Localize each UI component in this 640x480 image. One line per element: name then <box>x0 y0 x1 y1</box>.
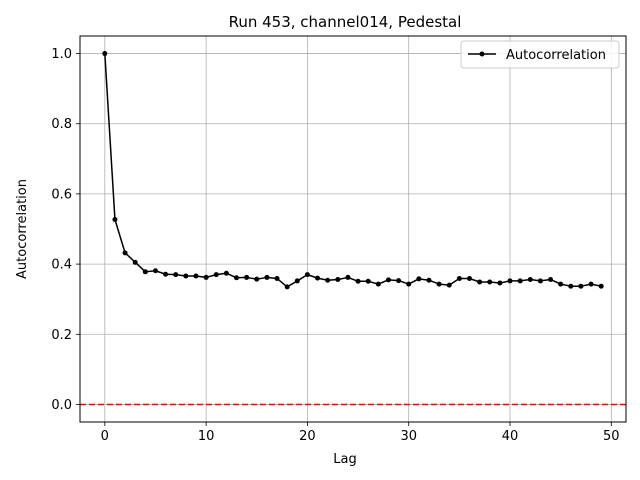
x-tick-label: 50 <box>603 429 620 444</box>
data-point <box>355 278 361 284</box>
data-point <box>385 277 391 283</box>
data-point <box>466 275 472 281</box>
data-point <box>578 283 584 289</box>
data-point <box>203 274 209 280</box>
x-tick-label: 40 <box>502 429 519 444</box>
data-point <box>487 279 493 285</box>
x-ticks: 0 10 20 30 40 50 <box>101 422 620 444</box>
data-point <box>588 281 594 287</box>
data-point <box>537 278 543 284</box>
series-line <box>104 53 602 288</box>
data-point <box>406 281 412 287</box>
data-point <box>548 277 554 283</box>
y-tick-label: 0.0 <box>51 398 72 413</box>
data-point <box>294 278 300 284</box>
data-point <box>527 277 533 283</box>
data-point <box>304 272 310 278</box>
data-point <box>284 284 290 290</box>
plot-frame <box>79 35 627 423</box>
data-point <box>234 275 240 281</box>
legend-label: Autocorrelation <box>506 48 606 63</box>
data-point <box>223 270 229 276</box>
data-point <box>315 275 321 281</box>
chart-title: Run 453, channel014, Pedestal <box>229 13 462 31</box>
data-point <box>456 275 462 281</box>
legend: Autocorrelation <box>460 40 620 69</box>
data-point <box>112 217 118 223</box>
data-point <box>416 276 422 282</box>
legend-box <box>460 40 620 69</box>
y-tick-label: 0.2 <box>51 328 72 343</box>
x-tick-label: 10 <box>198 429 215 444</box>
data-point <box>254 276 260 282</box>
grid <box>80 36 626 422</box>
x-tick-label: 30 <box>400 429 417 444</box>
data-point <box>517 278 523 284</box>
data-point <box>426 277 432 283</box>
y-tick-label: 0.6 <box>51 187 72 202</box>
data-point <box>375 281 381 287</box>
data-point <box>173 272 179 278</box>
data-point <box>365 278 371 284</box>
data-point <box>436 281 442 287</box>
x-tick-label: 20 <box>299 429 316 444</box>
data-point <box>152 268 158 274</box>
y-ticks: 0.0 0.2 0.4 0.6 0.8 1.0 <box>51 47 80 413</box>
x-tick-label: 0 <box>101 429 109 444</box>
data-point <box>396 278 402 284</box>
data-point <box>568 283 574 289</box>
data-point <box>598 283 604 289</box>
x-axis-label: Lag <box>333 452 356 467</box>
data-point <box>183 273 189 279</box>
y-tick-label: 1.0 <box>51 47 72 62</box>
data-point <box>497 280 503 286</box>
data-point <box>274 275 280 281</box>
data-point <box>213 272 219 278</box>
data-point <box>446 282 452 288</box>
data-point <box>193 273 199 279</box>
data-point <box>477 279 483 285</box>
data-point <box>507 278 513 284</box>
y-axis-label: Autocorrelation <box>15 179 30 279</box>
data-point <box>163 271 169 277</box>
data-point <box>325 277 331 283</box>
legend-marker <box>479 51 485 57</box>
data-point <box>122 250 128 256</box>
data-point <box>132 259 138 265</box>
series <box>102 51 604 290</box>
y-tick-label: 0.8 <box>51 117 72 132</box>
data-point <box>102 51 108 57</box>
data-point <box>335 277 341 283</box>
data-point <box>558 281 564 287</box>
data-point <box>264 274 270 280</box>
y-tick-label: 0.4 <box>51 258 72 273</box>
data-point <box>345 274 351 280</box>
data-point <box>244 274 250 280</box>
data-point <box>142 269 148 275</box>
